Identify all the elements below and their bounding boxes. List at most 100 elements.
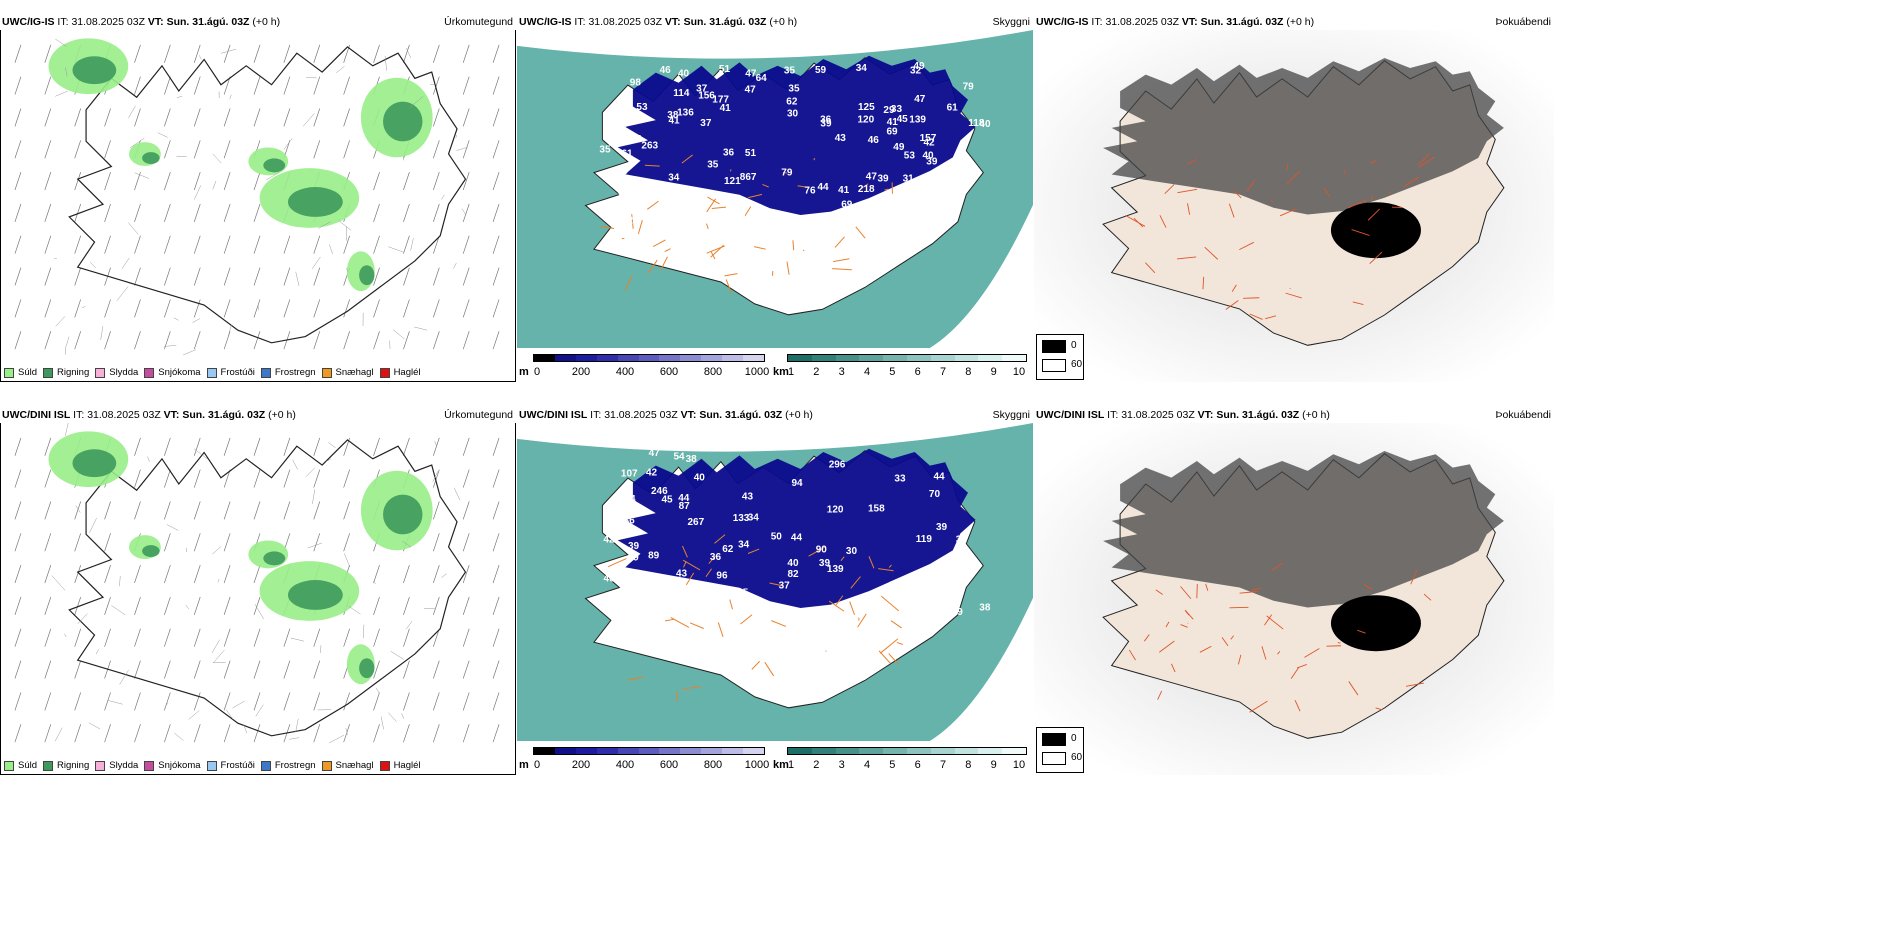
cloud-base-label: 36 — [723, 148, 735, 159]
cloud-base-label: 69 — [841, 199, 853, 210]
wind-barb — [223, 724, 231, 743]
wind-barb — [343, 533, 350, 552]
road — [729, 599, 733, 610]
fog-key-swatch — [1042, 359, 1066, 372]
wind-barb — [462, 108, 470, 127]
cloud-base-label: 39 — [936, 522, 948, 533]
wind-barb — [164, 235, 171, 254]
precip-map[interactable] — [0, 407, 516, 775]
legend-swatch — [43, 760, 54, 771]
river — [461, 208, 466, 214]
cloud-base-label: 70 — [929, 489, 941, 500]
road — [849, 601, 855, 616]
river — [176, 95, 183, 99]
cloud-base-label: 44 — [791, 533, 803, 544]
fog-panel-row2: UWC/DINI ISL IT: 31.08.2025 03Z VT: Sun.… — [1034, 407, 1554, 775]
colorbar-tick: 1000 — [744, 759, 770, 771]
colorbar-step — [906, 748, 931, 754]
colorbar-tick: 200 — [571, 759, 591, 771]
road — [711, 206, 727, 209]
wind-barb — [44, 140, 52, 159]
road — [624, 275, 633, 291]
wind-barb — [373, 203, 380, 222]
cloud-base-label: 33 — [891, 104, 903, 115]
colorbar-step — [596, 355, 618, 361]
wind-barb — [253, 235, 261, 254]
wind-barb — [403, 44, 410, 63]
colorbar-tick: 5 — [889, 759, 896, 771]
wind-barb — [164, 108, 171, 127]
fog-index-key: 0 60 — [1036, 727, 1084, 773]
road — [1221, 637, 1229, 647]
road — [1286, 170, 1301, 185]
road — [600, 225, 615, 229]
wind-barb — [44, 469, 52, 488]
road — [705, 568, 713, 578]
fog-map[interactable] — [1034, 423, 1554, 775]
river — [182, 349, 196, 356]
colorbar-step — [883, 355, 907, 361]
legend-label: Snjókoma — [158, 367, 201, 378]
road — [881, 595, 900, 612]
cloud-base-label: 59 — [734, 213, 746, 224]
cloud-base-label: 43 — [676, 568, 688, 579]
cloud-base-label: 29 — [883, 105, 895, 116]
cloud-base-label: 76 — [804, 185, 816, 196]
wind-barb — [492, 660, 500, 679]
wind-barb — [253, 76, 261, 95]
road — [754, 246, 766, 250]
river — [55, 316, 66, 327]
fog-map[interactable] — [1034, 30, 1554, 382]
wind-barb — [74, 660, 82, 679]
wind-barb — [462, 501, 470, 520]
cloud-base-label: 31 — [951, 178, 963, 189]
wind-barb — [462, 628, 470, 647]
wind-barb — [193, 660, 201, 679]
cloud-map[interactable]: 120 185 246 296 267 137 139 39 43 33 46 49 34 39 44 44 4… — [517, 423, 1033, 741]
wind-barb — [14, 565, 22, 584]
cloud-base-label: 38 — [667, 110, 679, 121]
wind-barb — [223, 565, 231, 584]
wind-barb — [134, 235, 141, 254]
wind-barb — [253, 724, 261, 743]
wind-barb — [432, 596, 440, 615]
legend-item: Frostúði — [206, 760, 255, 771]
colorbar-tick: 4 — [863, 366, 871, 378]
legend-label: Frostregn — [274, 760, 316, 771]
wind-barb — [283, 108, 291, 127]
river — [64, 67, 68, 77]
road — [813, 157, 816, 161]
fog-key-label: 0 — [1071, 340, 1077, 351]
rain-area — [72, 56, 117, 85]
wind-barb — [223, 331, 231, 350]
cloud-base-label: 39 — [819, 558, 831, 569]
legend-item: Snjókoma — [144, 760, 201, 771]
road — [833, 258, 850, 263]
wind-barb — [223, 692, 231, 711]
river — [100, 326, 104, 340]
colorbar-tick: 4 — [863, 759, 871, 771]
cloud-base-label: 34 — [668, 173, 680, 184]
river — [111, 605, 126, 616]
wind-barb — [462, 76, 470, 95]
river — [408, 96, 424, 109]
precip-map[interactable] — [0, 14, 516, 382]
wind-barb — [223, 501, 231, 520]
wind-barb — [313, 533, 321, 552]
cloud-map[interactable]: 157 156 139 136 120 121 118 42 49 41 29 47 46 32 44 47 3… — [517, 30, 1033, 348]
colorbar-step — [954, 355, 979, 361]
wind-barb — [343, 235, 350, 254]
cloud-base-label: 39 — [890, 206, 902, 217]
river — [185, 604, 190, 610]
wind-barb — [104, 628, 111, 647]
cloud-base-label: 87 — [679, 501, 691, 512]
wind-barb — [193, 501, 201, 520]
wind-barb — [462, 660, 470, 679]
wind-barb — [193, 724, 201, 743]
cloud-base-label: 34 — [856, 63, 868, 74]
legend-label: Rigning — [57, 367, 90, 378]
panel-title: Þokuábendi — [1495, 16, 1551, 28]
colorbar-tick: 1 — [787, 759, 795, 771]
wind-barb — [223, 76, 231, 95]
river — [226, 709, 234, 720]
